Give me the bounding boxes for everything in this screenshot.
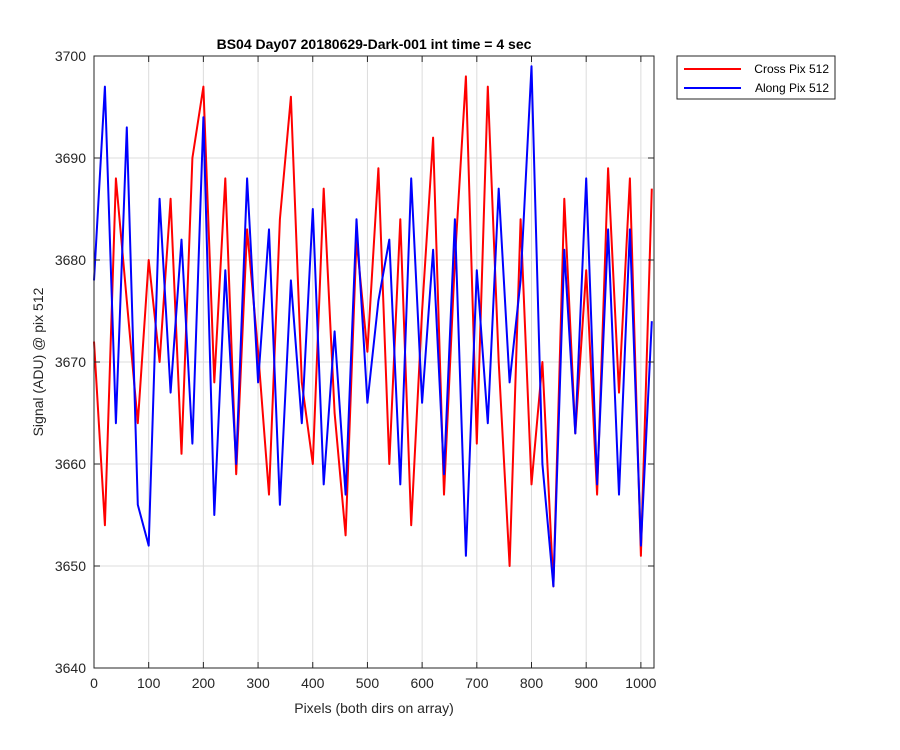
x-axis-label: Pixels (both dirs on array) [294, 700, 454, 716]
series-layer [93, 65, 653, 588]
legend: Cross Pix 512 Along Pix 512 [676, 55, 836, 100]
x-tick-label: 800 [520, 675, 544, 691]
x-tick-label: 300 [246, 675, 270, 691]
x-tick-label: 1000 [625, 675, 656, 691]
y-tick-label: 3670 [55, 354, 86, 370]
legend-box [676, 55, 836, 100]
y-tick-label: 3700 [55, 48, 86, 64]
y-axis-label: Signal (ADU) @ pix 512 [30, 287, 46, 436]
x-tick-label: 500 [356, 675, 380, 691]
x-tick-label: 200 [192, 675, 216, 691]
legend-label-cross: Cross Pix 512 [754, 62, 829, 76]
axis-ticks: 0 100 200 300 400 500 600 700 800 900 1000 3640 3650… [55, 48, 657, 691]
series-line-along-pix-512 [93, 65, 653, 588]
y-tick-label: 3660 [55, 456, 86, 472]
chart-title: BS04 Day07 20180629-Dark-001 int time = … [217, 36, 532, 52]
x-tick-label: 600 [410, 675, 434, 691]
x-tick-label: 100 [137, 675, 161, 691]
y-tick-label: 3680 [55, 252, 86, 268]
x-tick-label: 400 [301, 675, 325, 691]
legend-label-along: Along Pix 512 [755, 81, 829, 95]
y-tick-label: 3650 [55, 558, 86, 574]
grid-lines [93, 55, 654, 669]
y-tick-label: 3690 [55, 150, 86, 166]
x-tick-label: 900 [575, 675, 599, 691]
y-tick-label: 3640 [55, 660, 86, 676]
x-tick-label: 0 [90, 675, 98, 691]
x-tick-label: 700 [465, 675, 489, 691]
